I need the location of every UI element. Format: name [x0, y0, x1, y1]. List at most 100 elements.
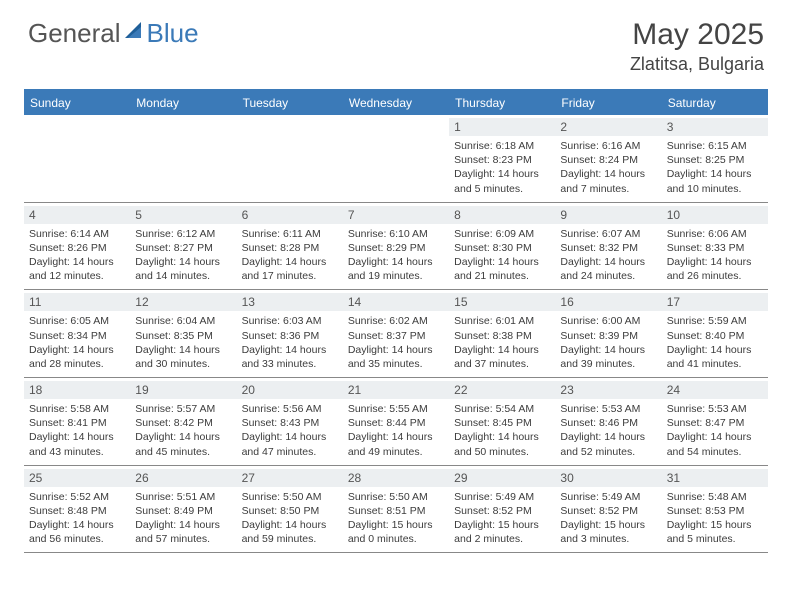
day-details: Sunrise: 6:16 AMSunset: 8:24 PMDaylight:…	[560, 139, 656, 196]
detail-line: Sunrise: 5:56 AM	[242, 402, 338, 416]
day-cell	[343, 115, 449, 202]
day-details: Sunrise: 5:58 AMSunset: 8:41 PMDaylight:…	[29, 402, 125, 459]
detail-line: Sunrise: 5:48 AM	[667, 490, 763, 504]
day-cell: 16 Sunrise: 6:00 AMSunset: 8:39 PMDayligh…	[555, 290, 661, 377]
detail-line: Sunrise: 5:49 AM	[454, 490, 550, 504]
detail-line: Daylight: 14 hours	[560, 167, 656, 181]
detail-line: and 2 minutes.	[454, 532, 550, 546]
day-details: Sunrise: 5:51 AMSunset: 8:49 PMDaylight:…	[135, 490, 231, 547]
detail-line: Sunrise: 6:15 AM	[667, 139, 763, 153]
detail-line: Sunset: 8:48 PM	[29, 504, 125, 518]
day-number: 22	[449, 381, 555, 399]
day-cell: 14Sunrise: 6:02 AMSunset: 8:37 PMDayligh…	[343, 290, 449, 377]
day-details: Sunrise: 6:00 AMSunset: 8:39 PMDaylight:…	[560, 314, 656, 371]
brand-right: Blue	[147, 18, 199, 49]
detail-line: Daylight: 14 hours	[348, 255, 444, 269]
day-number: 17	[662, 293, 768, 311]
day-cell: 5Sunrise: 6:12 AMSunset: 8:27 PMDaylight…	[130, 203, 236, 290]
day-details: Sunrise: 6:04 AMSunset: 8:35 PMDaylight:…	[135, 314, 231, 371]
day-details: Sunrise: 6:10 AMSunset: 8:29 PMDaylight:…	[348, 227, 444, 284]
detail-line: Sunset: 8:28 PM	[242, 241, 338, 255]
day-details: Sunrise: 5:50 AMSunset: 8:51 PMDaylight:…	[348, 490, 444, 547]
day-number: 25	[24, 469, 130, 487]
day-cell: 26Sunrise: 5:51 AMSunset: 8:49 PMDayligh…	[130, 466, 236, 553]
detail-line: and 52 minutes.	[560, 445, 656, 459]
detail-line: Sunrise: 6:00 AM	[560, 314, 656, 328]
day-number: 15	[449, 293, 555, 311]
day-cell: 18Sunrise: 5:58 AMSunset: 8:41 PMDayligh…	[24, 378, 130, 465]
day-cell: 30Sunrise: 5:49 AMSunset: 8:52 PMDayligh…	[555, 466, 661, 553]
day-cell: 7 Sunrise: 6:10 AMSunset: 8:29 PMDaylight…	[343, 203, 449, 290]
detail-line: and 37 minutes.	[454, 357, 550, 371]
day-number: 7	[343, 206, 449, 224]
sail-icon	[123, 18, 145, 49]
detail-line: Sunrise: 5:53 AM	[667, 402, 763, 416]
day-details: Sunrise: 6:05 AMSunset: 8:34 PMDaylight:…	[29, 314, 125, 371]
detail-line: Daylight: 14 hours	[135, 343, 231, 357]
location-label: Zlatitsa, Bulgaria	[630, 54, 764, 75]
day-number: 5	[130, 206, 236, 224]
detail-line: and 47 minutes.	[242, 445, 338, 459]
detail-line: Sunset: 8:37 PM	[348, 329, 444, 343]
day-details: Sunrise: 6:15 AMSunset: 8:25 PMDaylight:…	[667, 139, 763, 196]
weekday-header: Tuesday	[237, 91, 343, 115]
detail-line: Daylight: 14 hours	[29, 430, 125, 444]
day-number: 30	[555, 469, 661, 487]
day-number: 9	[555, 206, 661, 224]
day-cell: 3 Sunrise: 6:15 AMSunset: 8:25 PMDaylight…	[662, 115, 768, 202]
day-cell: 29Sunrise: 5:49 AMSunset: 8:52 PMDayligh…	[449, 466, 555, 553]
detail-line: and 28 minutes.	[29, 357, 125, 371]
day-details: Sunrise: 5:48 AMSunset: 8:53 PMDaylight:…	[667, 490, 763, 547]
month-title: May 2025	[630, 18, 764, 52]
day-cell: 22 Sunrise: 5:54 AMSunset: 8:45 PMDayligh…	[449, 378, 555, 465]
detail-line: Daylight: 14 hours	[454, 430, 550, 444]
detail-line: and 45 minutes.	[135, 445, 231, 459]
day-cell: 19Sunrise: 5:57 AMSunset: 8:42 PMDayligh…	[130, 378, 236, 465]
detail-line: Sunset: 8:26 PM	[29, 241, 125, 255]
day-cell: 13Sunrise: 6:03 AMSunset: 8:36 PMDayligh…	[237, 290, 343, 377]
detail-line: Sunrise: 5:58 AM	[29, 402, 125, 416]
day-number: 3	[662, 118, 768, 136]
detail-line: Sunset: 8:34 PM	[29, 329, 125, 343]
day-cell: 21Sunrise: 5:55 AMSunset: 8:44 PMDayligh…	[343, 378, 449, 465]
day-number: 13	[237, 293, 343, 311]
detail-line: and 56 minutes.	[29, 532, 125, 546]
detail-line: Sunrise: 6:11 AM	[242, 227, 338, 241]
day-number: 29	[449, 469, 555, 487]
detail-line: Daylight: 14 hours	[454, 167, 550, 181]
detail-line: Sunset: 8:46 PM	[560, 416, 656, 430]
detail-line: Daylight: 14 hours	[135, 255, 231, 269]
detail-line: Sunrise: 6:01 AM	[454, 314, 550, 328]
day-details: Sunrise: 5:56 AMSunset: 8:43 PMDaylight:…	[242, 402, 338, 459]
week-row: 1Sunrise: 6:18 AMSunset: 8:23 PMDaylight…	[24, 115, 768, 203]
detail-line: Sunrise: 5:51 AM	[135, 490, 231, 504]
day-cell: 11Sunrise: 6:05 AMSunset: 8:34 PMDayligh…	[24, 290, 130, 377]
detail-line: and 33 minutes.	[242, 357, 338, 371]
detail-line: Daylight: 15 hours	[667, 518, 763, 532]
detail-line: Sunset: 8:24 PM	[560, 153, 656, 167]
detail-line: Daylight: 14 hours	[29, 518, 125, 532]
detail-line: Sunrise: 6:07 AM	[560, 227, 656, 241]
day-number: 14	[343, 293, 449, 311]
day-details: Sunrise: 5:55 AMSunset: 8:44 PMDaylight:…	[348, 402, 444, 459]
day-cell	[24, 115, 130, 202]
day-cell: 9Sunrise: 6:07 AMSunset: 8:32 PMDaylight…	[555, 203, 661, 290]
detail-line: and 59 minutes.	[242, 532, 338, 546]
detail-line: and 43 minutes.	[29, 445, 125, 459]
day-cell: 4Sunrise: 6:14 AMSunset: 8:26 PMDaylight…	[24, 203, 130, 290]
weekday-header: Monday	[130, 91, 236, 115]
day-details: Sunrise: 5:53 AMSunset: 8:47 PMDaylight:…	[667, 402, 763, 459]
day-number: 2	[555, 118, 661, 136]
day-number: 16	[555, 293, 661, 311]
detail-line: Sunset: 8:38 PM	[454, 329, 550, 343]
day-details: Sunrise: 5:54 AMSunset: 8:45 PMDaylight:…	[454, 402, 550, 459]
day-details: Sunrise: 6:09 AMSunset: 8:30 PMDaylight:…	[454, 227, 550, 284]
day-details: Sunrise: 5:59 AMSunset: 8:40 PMDaylight:…	[667, 314, 763, 371]
day-cell: 31Sunrise: 5:48 AMSunset: 8:53 PMDayligh…	[662, 466, 768, 553]
weekday-header: Thursday	[449, 91, 555, 115]
day-number: 27	[237, 469, 343, 487]
calendar-table: SundayMondayTuesdayWednesdayThursdayFrid…	[24, 89, 768, 553]
day-details: Sunrise: 5:57 AMSunset: 8:42 PMDaylight:…	[135, 402, 231, 459]
day-number	[237, 118, 343, 136]
detail-line: Daylight: 14 hours	[348, 343, 444, 357]
